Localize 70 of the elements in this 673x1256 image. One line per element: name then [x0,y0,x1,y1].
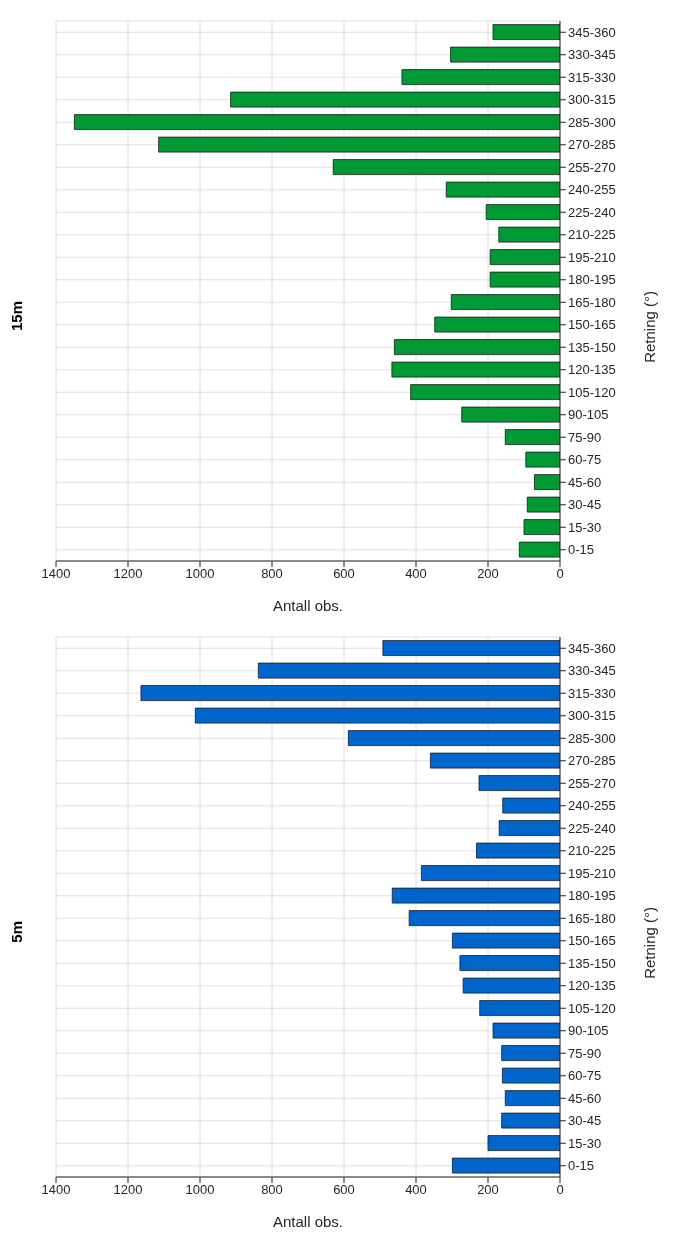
y-tick-label: 180-195 [568,888,616,904]
y-tick-label: 270-285 [568,753,616,769]
y-tick-label: 345-360 [568,24,616,40]
y-tick-label: 330-345 [568,47,616,63]
y-tick-label: 90-105 [568,407,609,423]
x-tick-label: 800 [261,1182,283,1198]
y-axis-title: Retning (°) [641,291,659,363]
y-tick-label: 120-135 [568,978,616,994]
y-tick-label: 60-75 [568,1068,602,1084]
text: 5m [8,921,26,943]
x-tick-label: 0 [556,1182,564,1198]
text: 15m [8,300,26,332]
y-tick-label: 105-120 [568,384,616,400]
y-tick-label: 180-195 [568,272,616,288]
x-tick-label: 400 [405,566,427,582]
y-tick-label: 255-270 [568,159,616,175]
y-tick-label: 240-255 [568,182,616,198]
x-tick-label: 400 [405,1182,427,1198]
x-tick-label: 200 [477,566,499,582]
y-tick-label: 255-270 [568,775,616,791]
y-axis-title: Retning (°) [641,907,659,979]
y-tick-label: 15-30 [568,1135,602,1151]
x-tick-label: 1400 [41,566,71,582]
y-tick-label: 210-225 [568,843,616,859]
y-tick-label: 75-90 [568,1045,602,1061]
y-tick-label: 315-330 [568,69,616,85]
y-tick-label: 150-165 [568,317,616,333]
y-tick-label: 315-330 [568,685,616,701]
x-tick-label: 0 [556,566,564,582]
x-tick-label: 1000 [185,1182,215,1198]
y-tick-label: 135-150 [568,955,616,971]
y-tick-label: 0-15 [568,542,595,558]
x-tick-label: 1200 [113,1182,143,1198]
y-tick-label: 210-225 [568,227,616,243]
y-tick-label: 330-345 [568,663,616,679]
x-tick-label: 800 [261,566,283,582]
x-tick-label: 1400 [41,1182,71,1198]
y-tick-label: 105-120 [568,1000,616,1016]
y-tick-label: 300-315 [568,708,616,724]
y-tick-label: 30-45 [568,497,602,513]
y-tick-label: 60-75 [568,452,602,468]
y-tick-label: 345-360 [568,640,616,656]
y-tick-label: 270-285 [568,137,616,153]
y-tick-label: 285-300 [568,114,616,130]
y-tick-label: 45-60 [568,474,602,490]
x-tick-label: 1200 [113,566,143,582]
y-tick-label: 300-315 [568,92,616,108]
y-tick-label: 75-90 [568,429,602,445]
y-tick-label: 240-255 [568,798,616,814]
y-tick-label: 0-15 [568,1158,595,1174]
y-tick-label: 195-210 [568,249,616,265]
y-tick-label: 30-45 [568,1113,602,1129]
y-tick-label: 225-240 [568,820,616,836]
y-tick-label: 120-135 [568,362,616,378]
x-axis-title: Antall obs. [272,597,344,614]
y-tick-label: 150-165 [568,933,616,949]
y-tick-label: 165-180 [568,910,616,926]
y-tick-label: 195-210 [568,865,616,881]
y-tick-label: 45-60 [568,1090,602,1106]
x-tick-label: 600 [333,1182,355,1198]
x-tick-label: 1000 [185,566,215,582]
x-axis-title: Antall obs. [272,1213,344,1230]
y-tick-label: 135-150 [568,339,616,355]
y-tick-label: 90-105 [568,1023,609,1039]
y-tick-label: 225-240 [568,204,616,220]
y-tick-label: 165-180 [568,294,616,310]
y-tick-label: 15-30 [568,519,602,535]
x-tick-label: 600 [333,566,355,582]
x-tick-label: 200 [477,1182,499,1198]
y-tick-label: 285-300 [568,730,616,746]
